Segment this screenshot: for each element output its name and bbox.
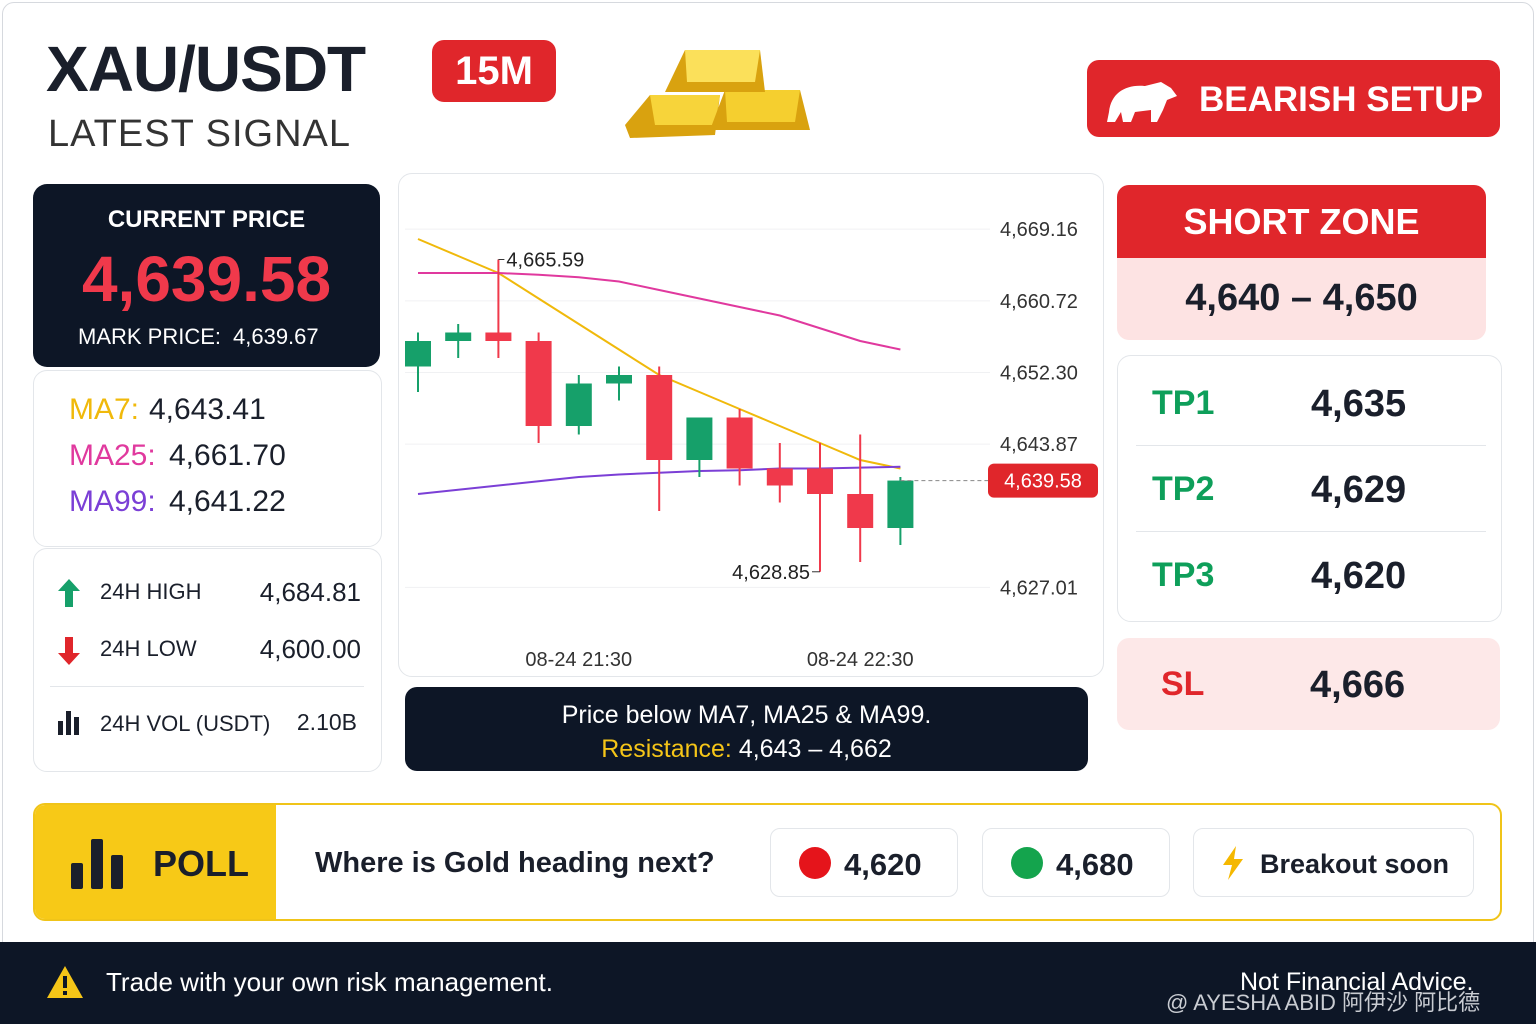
poll-header: POLL [35, 805, 276, 919]
mark-price-value: 4,639.67 [233, 324, 319, 349]
candle-body [686, 417, 713, 460]
footer: Trade with your own risk management. Not… [0, 942, 1536, 1024]
price-label: CURRENT PRICE [107, 206, 306, 233]
bear-icon [1107, 82, 1177, 122]
y-tick-label: 4,627.01 [1000, 577, 1078, 599]
price-panel: CURRENT PRICE 4,639.58 MARK PRICE: 4,639… [33, 184, 380, 367]
up-arrow-icon [58, 579, 80, 607]
tp-name: TP1 [1152, 384, 1215, 422]
targets-panel: TP1 4,635 TP2 4,629 TP3 4,620 [1117, 355, 1502, 622]
stat-label: 24H LOW [100, 636, 197, 661]
poll-box: POLL Where is Gold heading next? 4,620 4… [33, 803, 1502, 921]
tp-value: 4,629 [1311, 469, 1407, 511]
poll-option[interactable]: Breakout soon [1193, 828, 1474, 897]
candle-body [485, 332, 512, 341]
y-tick-label: 4,652.30 [1000, 362, 1078, 384]
candle-body [807, 468, 833, 494]
stat-value: 2.10B [296, 709, 357, 735]
candle-body [887, 480, 914, 528]
option-text: 4,620 [844, 847, 922, 882]
subtitle: LATEST SIGNAL [48, 113, 352, 155]
disclaimer: Not Financial Advice. [1240, 968, 1474, 996]
short-zone: SHORT ZONE 4,640 – 4,650 [1117, 185, 1486, 340]
candle-body [847, 494, 874, 528]
short-zone-range: 4,640 – 4,650 [1185, 277, 1418, 319]
bearish-badge: BEARISH SETUP [1087, 60, 1500, 137]
candle-body [766, 468, 793, 486]
candle-body [445, 332, 472, 341]
candle-body [405, 341, 431, 367]
tp-name: TP3 [1152, 556, 1215, 594]
resistance: Resistance: 4,643 – 4,662 [405, 735, 1088, 764]
annotation: 4,628.85 [732, 562, 810, 584]
down-arrow-icon [58, 637, 80, 665]
sl-value: 4,666 [1310, 664, 1406, 706]
poll-title: POLL [153, 843, 249, 884]
stat-label: 24H HIGH [100, 579, 202, 604]
y-tick-label: 4,660.72 [1000, 291, 1078, 313]
divider [1136, 531, 1486, 532]
ma-value: 4,641.22 [169, 485, 286, 518]
ma-panel: MA7: 4,643.41 MA25: 4,661.70 MA99: 4,641.22 [33, 370, 382, 547]
y-tick-label: 4,643.87 [1000, 434, 1078, 456]
warning-text: Trade with your own risk management. [106, 967, 554, 997]
stats-panel: 24H HIGH 4,684.81 24H LOW 4,600.00 24H VOL (… [33, 548, 382, 772]
ma-value: 4,643.41 [149, 393, 266, 426]
watermark: @ AYESHA ABID 阿伊沙 阿比德 [1166, 990, 1481, 1015]
sl-name: SL [1161, 665, 1205, 703]
volume-icon [58, 711, 79, 735]
warning-icon [47, 966, 83, 998]
note-box: Price below MA7, MA25 & MA99. Resistance… [405, 687, 1088, 771]
stat-value: 4,600.00 [259, 634, 361, 664]
ma-name: MA99: [69, 485, 156, 518]
ma-value: 4,661.70 [169, 439, 286, 472]
mark-price-label: MARK PRICE: [78, 324, 222, 349]
resistance-label: Resistance: [601, 735, 732, 763]
price-tag-label: 4,639.58 [1004, 471, 1082, 493]
poll-question: Where is Gold heading next? [315, 847, 715, 879]
option-text: Breakout soon [1260, 849, 1450, 879]
poll-option[interactable]: 4,680 [982, 828, 1170, 897]
candle-body [606, 375, 632, 384]
price-value: 4,639.58 [81, 243, 332, 315]
stop-loss-panel: SL 4,666 [1117, 638, 1500, 730]
ma-name: MA25: [69, 439, 156, 472]
candle-body [525, 341, 552, 426]
symbol: XAU/USDT [46, 33, 366, 105]
gold-bars-icon [625, 50, 810, 138]
x-tick-label: 08-24 21:30 [525, 649, 632, 671]
candle-body [565, 383, 592, 426]
candle-body [726, 417, 753, 469]
ma-name: MA7: [69, 393, 140, 426]
candle-body [646, 375, 673, 460]
annotation: 4,665.59 [506, 249, 584, 271]
bolt-icon [1223, 846, 1243, 880]
short-zone-title: SHORT ZONE [1117, 185, 1486, 258]
stat-value: 4,684.81 [259, 577, 361, 607]
badge-text: BEARISH SETUP [1199, 80, 1483, 119]
price-tag [988, 463, 1098, 498]
resistance-value: 4,643 – 4,662 [738, 735, 892, 763]
poll-option[interactable]: 4,620 [770, 828, 958, 897]
option-text: 4,680 [1056, 847, 1134, 882]
x-tick-label: 08-24 22:30 [807, 649, 914, 671]
y-tick-label: 4,669.16 [1000, 219, 1078, 241]
note-text: Price below MA7, MA25 & MA99. [561, 701, 932, 729]
divider [1136, 445, 1486, 446]
green-dot [1011, 847, 1043, 879]
tp-value: 4,635 [1311, 383, 1407, 425]
poll-icon [71, 839, 123, 889]
divider [50, 686, 364, 687]
timeframe-badge: 15M [432, 40, 556, 102]
tp-name: TP2 [1152, 470, 1215, 508]
stat-label: 24H VOL (USDT) [100, 711, 271, 736]
red-dot [799, 847, 831, 879]
tp-value: 4,620 [1311, 555, 1407, 597]
